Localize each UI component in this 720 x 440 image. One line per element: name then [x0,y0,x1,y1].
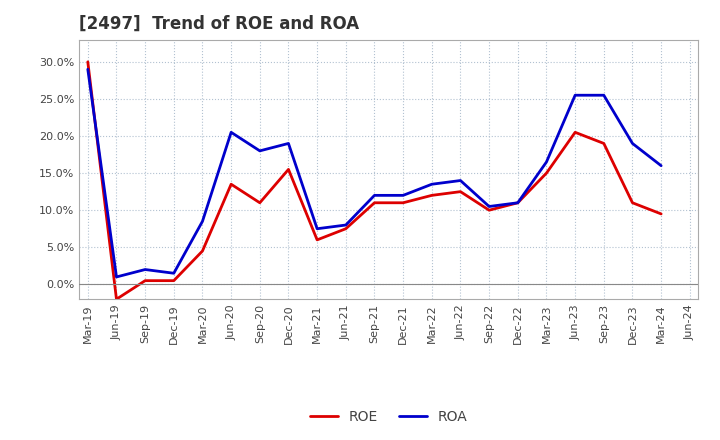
ROA [227,130,235,135]
ROE [198,248,207,253]
ROE [112,297,121,302]
Legend: ROE, ROA: ROE, ROA [305,405,473,430]
ROA [84,66,92,72]
ROE [284,167,293,172]
ROE [312,237,321,242]
ROA [485,204,493,209]
ROA [456,178,465,183]
ROE [84,59,92,65]
ROE [256,200,264,205]
ROE [227,182,235,187]
ROA [312,226,321,231]
ROA [542,159,551,165]
ROA [112,274,121,279]
ROA [657,163,665,169]
ROE [341,226,350,231]
ROA [428,182,436,187]
ROA [284,141,293,146]
ROA [600,92,608,98]
Text: [2497]  Trend of ROE and ROA: [2497] Trend of ROE and ROA [79,15,359,33]
Line: ROE: ROE [88,62,661,299]
ROA [628,141,636,146]
ROA [169,271,178,276]
ROA [341,222,350,227]
ROA [141,267,150,272]
ROA [399,193,408,198]
ROA [571,92,580,98]
ROE [456,189,465,194]
ROE [399,200,408,205]
ROA [513,200,522,205]
ROA [198,219,207,224]
ROE [542,170,551,176]
ROE [571,130,580,135]
ROE [600,141,608,146]
ROE [485,208,493,213]
ROE [657,211,665,216]
ROE [513,200,522,205]
ROE [628,200,636,205]
ROA [256,148,264,154]
ROE [370,200,379,205]
ROE [169,278,178,283]
Line: ROA: ROA [88,69,661,277]
ROE [141,278,150,283]
ROE [428,193,436,198]
ROA [370,193,379,198]
